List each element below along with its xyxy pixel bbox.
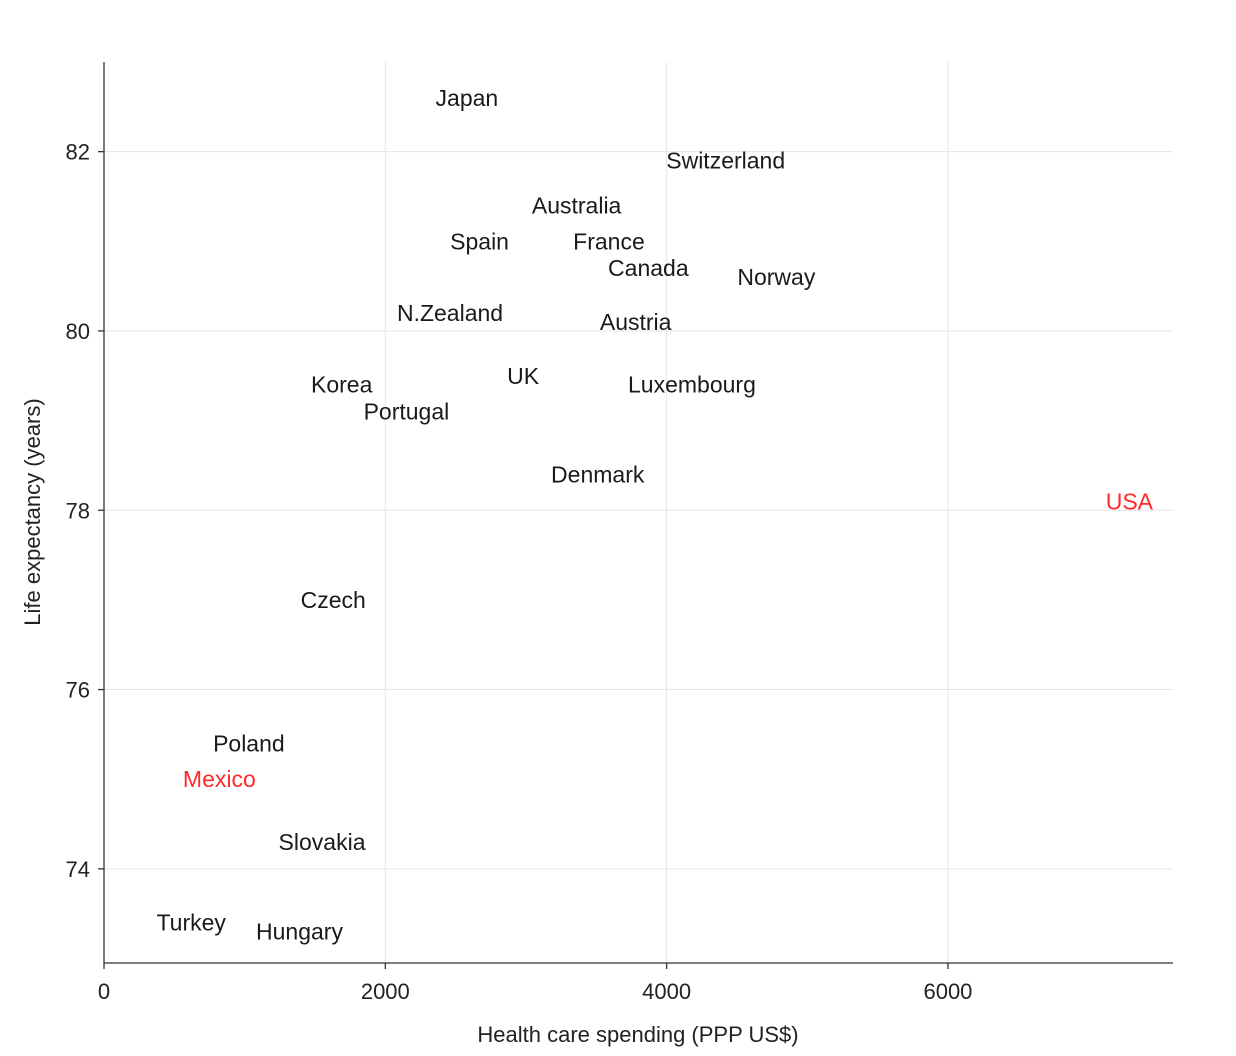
- x-tick-label: 2000: [361, 979, 410, 1004]
- point-label: UK: [507, 363, 540, 389]
- point-label: Denmark: [551, 461, 645, 487]
- y-axis-title: Life expectancy (years): [20, 398, 45, 625]
- point-label: Australia: [532, 192, 622, 218]
- point-label: Hungary: [256, 919, 343, 945]
- point-label: Korea: [311, 372, 373, 398]
- y-tick-label: 76: [66, 678, 90, 703]
- point-label: Switzerland: [666, 148, 785, 174]
- point-label: Japan: [436, 85, 499, 111]
- point-label: USA: [1106, 488, 1154, 514]
- point-label: Poland: [213, 730, 285, 756]
- axes: [103, 62, 1173, 964]
- point-label: Canada: [608, 255, 689, 281]
- grid-lines: [104, 62, 1173, 963]
- point-label: Spain: [450, 228, 509, 254]
- x-axis-title: Health care spending (PPP US$): [477, 1022, 798, 1047]
- point-label: Austria: [600, 309, 672, 335]
- x-tick-label: 0: [98, 979, 110, 1004]
- y-tick-label: 82: [66, 140, 90, 165]
- point-label: N.Zealand: [397, 300, 503, 326]
- data-points: Japan Switzerland Australia Spain FranceCana…: [156, 85, 1153, 945]
- x-axis-ticks: 0 2000 4000 6000: [98, 963, 972, 1004]
- y-tick-label: 74: [66, 857, 90, 882]
- y-tick-label: 80: [66, 319, 90, 344]
- point-label: Czech: [301, 587, 366, 613]
- point-label: Mexico: [183, 766, 256, 792]
- point-label: Slovakia: [279, 829, 366, 855]
- x-tick-label: 4000: [642, 979, 691, 1004]
- y-tick-label: 78: [66, 498, 90, 523]
- point-label: Turkey: [156, 910, 226, 936]
- point-label: Luxembourg: [628, 372, 756, 398]
- point-label: France: [573, 228, 645, 254]
- x-tick-label: 6000: [923, 979, 972, 1004]
- point-label: Portugal: [364, 399, 450, 425]
- point-label: Norway: [737, 264, 815, 290]
- y-axis-ticks: 74 76 78 80 82: [66, 140, 104, 882]
